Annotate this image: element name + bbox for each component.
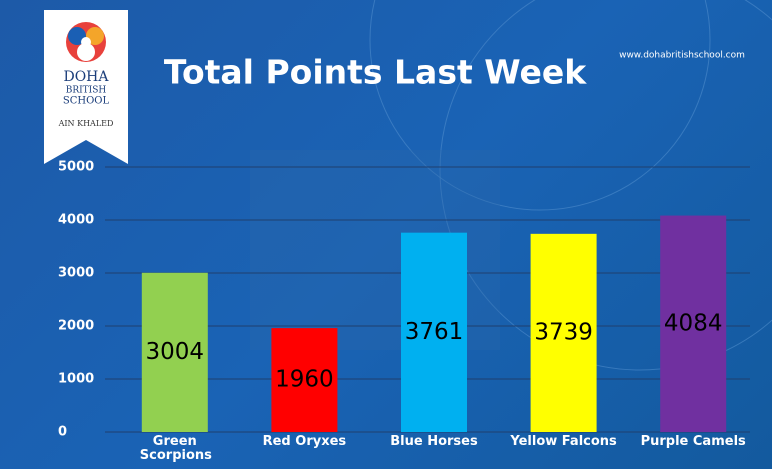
y-tick-label: 5000 xyxy=(58,160,94,175)
logo-line: SCHOOL xyxy=(63,96,110,107)
y-tick-label: 3000 xyxy=(58,266,94,281)
x-tick-label: Red Oryxes xyxy=(249,435,359,449)
website: www.dohabritishschool.com xyxy=(619,51,745,61)
y-tick-label: 2000 xyxy=(58,319,94,334)
chart: DOHA BRITISH SCHOOL AIN KHALED Total Poi… xyxy=(0,0,772,469)
data-label: 3739 xyxy=(534,319,593,345)
logo-line: BRITISH xyxy=(66,86,107,96)
x-tick-label: Yellow Falcons xyxy=(509,435,619,449)
y-tick-label: 4000 xyxy=(58,213,94,228)
logo-emblem xyxy=(66,22,106,62)
y-tick-label: 0 xyxy=(58,425,67,440)
x-tick-label: Green Scorpions xyxy=(140,435,210,463)
data-label: 1960 xyxy=(275,367,334,393)
chart-title: Total Points Last Week xyxy=(164,53,587,92)
y-tick-label: 1000 xyxy=(58,372,94,387)
data-label: 4084 xyxy=(664,310,723,336)
slide: DOHA BRITISH SCHOOL AIN KHALED Total Poi… xyxy=(0,0,772,469)
data-label: 3761 xyxy=(405,319,464,345)
logo-campus: AIN KHALED xyxy=(58,119,114,128)
data-label: 3004 xyxy=(146,339,205,365)
x-tick-label: Purple Camels xyxy=(638,435,748,449)
x-tick-label: Blue Horses xyxy=(379,435,489,449)
logo-line: DOHA xyxy=(63,69,109,85)
